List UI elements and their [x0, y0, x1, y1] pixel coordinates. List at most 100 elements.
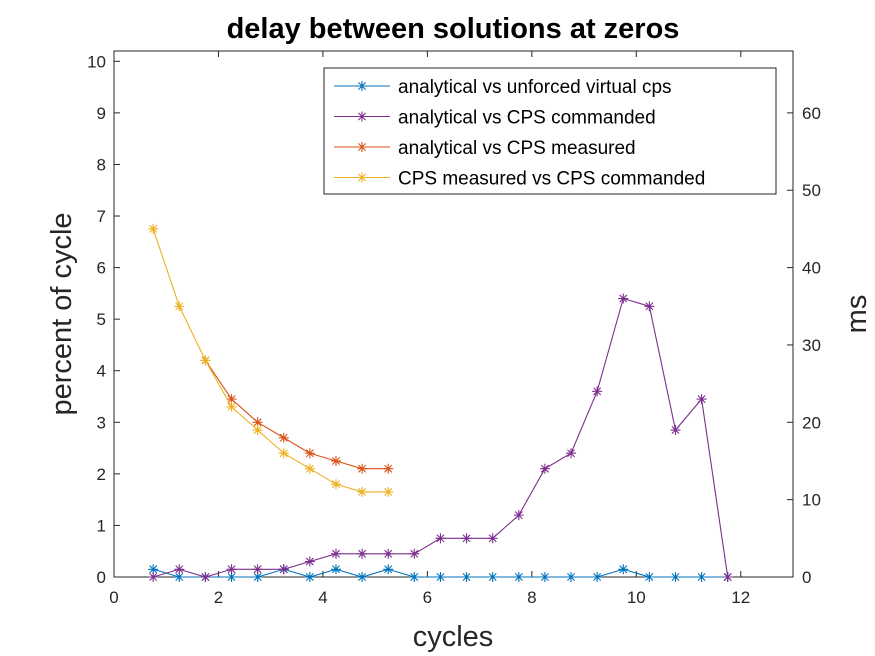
data-point [513, 510, 524, 521]
data-point [200, 572, 211, 582]
data-point [357, 572, 368, 582]
y-tick-label: 8 [97, 155, 106, 174]
y2-tick-label: 60 [802, 104, 821, 123]
data-point [644, 301, 655, 312]
data-point [618, 564, 629, 575]
data-point [304, 463, 315, 474]
y2-tick-label: 10 [802, 491, 821, 510]
data-point [226, 401, 237, 412]
data-point [696, 572, 707, 582]
data-point [148, 564, 159, 575]
data-point [330, 455, 341, 466]
y2-tick-label: 40 [802, 259, 821, 278]
data-point [592, 386, 603, 397]
legend-label: analytical vs unforced virtual cps [398, 77, 672, 98]
data-point [487, 572, 498, 582]
data-point [148, 572, 159, 582]
y-tick-label: 6 [97, 259, 106, 278]
series-3 [200, 355, 394, 474]
data-point [435, 572, 446, 582]
data-point [618, 293, 629, 304]
x-tick-label: 4 [318, 588, 327, 607]
data-point [435, 533, 446, 544]
data-point [330, 479, 341, 490]
data-point [670, 425, 681, 436]
chart-title: delay between solutions at zeros [227, 13, 680, 45]
legend-label: CPS measured vs CPS commanded [398, 169, 705, 190]
data-point [461, 533, 472, 544]
y-axis-label: percent of cycle [46, 212, 78, 415]
y2-tick-label: 20 [802, 413, 821, 432]
data-point [330, 564, 341, 575]
data-point [513, 572, 524, 582]
data-point [304, 448, 315, 459]
data-point [357, 548, 368, 559]
data-point [539, 572, 550, 582]
y-tick-label: 10 [87, 52, 106, 71]
legend-swatch-marker [357, 111, 367, 122]
data-point [278, 448, 289, 459]
data-point [304, 556, 315, 567]
x-tick-label: 0 [109, 588, 118, 607]
data-point [252, 425, 263, 436]
data-point [644, 572, 655, 582]
data-point [200, 355, 211, 366]
data-point [252, 417, 263, 428]
series-2 [148, 293, 733, 582]
series-line [204, 360, 389, 470]
y-tick-label: 4 [97, 362, 106, 381]
legend-swatch-marker [357, 172, 367, 183]
legend-entry: analytical vs CPS commanded [334, 108, 656, 129]
data-point [487, 533, 498, 544]
data-point [174, 301, 185, 312]
x-axis-label: cycles [413, 621, 494, 653]
y-tick-label: 0 [97, 568, 106, 587]
y-tick-label: 7 [97, 207, 106, 226]
data-point [566, 448, 577, 459]
legend-entry: CPS measured vs CPS commanded [334, 169, 705, 190]
legend-label: analytical vs CPS commanded [398, 108, 656, 129]
data-point [670, 572, 681, 582]
series-4 [148, 223, 394, 497]
data-point [148, 223, 159, 234]
y-tick-label: 2 [97, 465, 106, 484]
y-axis-ticks: 0 1 2 3 4 5 6 7 8 9 10 [87, 52, 120, 587]
legend-label: analytical vs CPS measured [398, 138, 636, 159]
data-point [383, 486, 394, 497]
data-point [461, 572, 472, 582]
series-line [152, 228, 389, 493]
data-point [383, 548, 394, 559]
data-point [357, 463, 368, 474]
x-tick-label: 12 [731, 588, 750, 607]
x-tick-label: 8 [527, 588, 536, 607]
x-axis-ticks: 0 2 4 6 8 10 12 [109, 51, 750, 607]
legend: analytical vs unforced virtual cps analyt… [323, 67, 777, 195]
y-tick-label: 3 [97, 413, 106, 432]
data-point [278, 432, 289, 443]
y2-tick-label: 50 [802, 181, 821, 200]
x-tick-label: 2 [214, 588, 223, 607]
data-point [252, 572, 263, 582]
y-tick-label: 5 [97, 310, 106, 329]
legend-entry: analytical vs CPS measured [334, 138, 636, 159]
data-point [592, 572, 603, 582]
data-point [409, 548, 420, 559]
data-point [252, 564, 263, 575]
data-point [226, 394, 237, 405]
data-point [330, 548, 341, 559]
data-point [357, 486, 368, 497]
legend-swatch-marker [357, 81, 367, 91]
data-point [722, 572, 733, 582]
series-layer [148, 223, 733, 582]
legend-swatch-marker [357, 142, 367, 152]
y2-tick-label: 30 [802, 336, 821, 355]
y2-axis-label: ms [841, 295, 873, 334]
data-point [696, 394, 707, 405]
data-point [383, 463, 394, 474]
data-point [174, 564, 185, 575]
data-point [383, 564, 394, 575]
data-point [539, 463, 550, 474]
data-point [304, 572, 315, 582]
legend-entry: analytical vs unforced virtual cps [334, 77, 672, 98]
